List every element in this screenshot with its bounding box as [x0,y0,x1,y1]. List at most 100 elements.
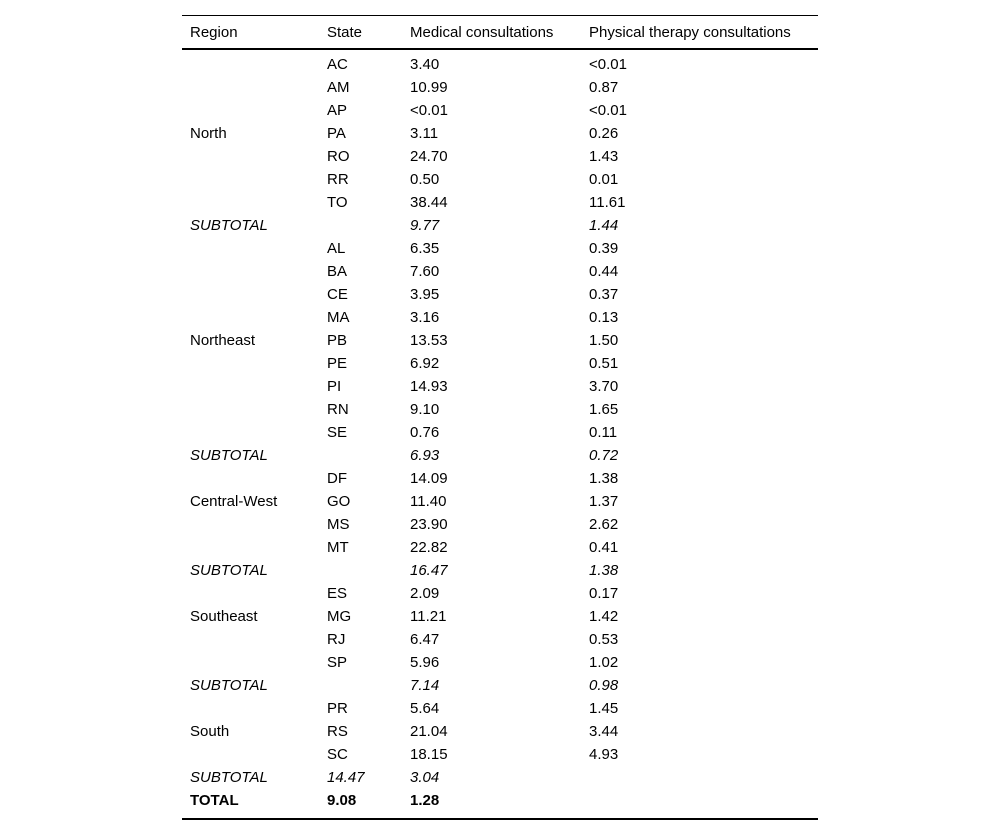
cell-region: SUBTOTAL [190,217,268,234]
total-row: TOTAL 9.08 1.28 [182,789,818,819]
cell-physical: 3.44 [589,723,619,740]
cell-physical: 0.53 [589,631,619,648]
cell-state: AC [327,56,348,73]
cell-state: AM [327,79,350,96]
cell-physical: 1.37 [589,493,619,510]
cell-state [319,214,402,237]
subtotal-row: SUBTOTAL 7.14 0.98 [182,674,818,697]
table-row: PR 5.64 1.45 [182,697,818,720]
cell-medical: 3.11 [410,125,439,142]
cell-region [182,168,319,191]
cell-medical: 5.96 [410,654,440,671]
cell-state: AL [327,240,346,257]
cell-medical: 24.70 [410,148,448,165]
cell-state: PE [327,355,348,372]
cell-region: Northeast [190,332,256,349]
header-row: Region State Medical consultations Physi… [182,15,818,50]
cell-physical: 0.39 [589,240,619,257]
cell-medical: 9.10 [410,401,440,418]
column-header-region: Region [182,15,319,50]
cell-region [182,421,319,444]
cell-physical: 3.70 [589,378,619,395]
cell-region [182,352,319,375]
cell-region [182,191,319,214]
cell-medical: 23.90 [410,516,448,533]
cell-state: AP [327,102,348,119]
cell-medical: 16.47 [410,562,448,579]
cell-physical: <0.01 [589,102,627,119]
cell-physical: 1.02 [589,654,619,671]
table-row: DF 14.09 1.38 [182,467,818,490]
table-row: AL 6.35 0.39 [182,237,818,260]
cell-region: Southeast [190,608,258,625]
cell-medical: 21.04 [410,723,448,740]
cell-state: RR [327,171,349,188]
cell-state: PB [327,332,348,349]
cell-medical: 0.50 [410,171,440,188]
cell-state: DF [327,470,347,487]
cell-region [182,467,319,490]
cell-region [182,513,319,536]
cell-region [182,375,319,398]
cell-region [182,743,319,766]
cell-region: South [190,723,230,740]
cell-physical: 0.98 [589,677,619,694]
cell-state: RJ [327,631,346,648]
cell-medical: 22.82 [410,539,448,556]
cell-region [182,237,319,260]
subtotal-row: SUBTOTAL 9.77 1.44 [182,214,818,237]
cell-physical: 0.17 [589,585,619,602]
cell-medical: 14.09 [410,470,448,487]
cell-state: SE [327,424,348,441]
cell-state: ES [327,585,348,602]
column-header-physical: Physical therapy consultations [581,15,818,50]
table-row: PI 14.93 3.70 [182,375,818,398]
cell-physical: 1.65 [589,401,619,418]
table-row: RO 24.70 1.43 [182,145,818,168]
cell-medical: 10.99 [410,79,448,96]
cell-region: SUBTOTAL [190,769,268,786]
cell-state: PR [327,700,348,717]
cell-physical: 0.13 [589,309,619,326]
cell-physical: 0.87 [589,79,619,96]
cell-state: SP [327,654,348,671]
cell-state: MT [327,539,349,556]
cell-physical: 1.43 [589,148,619,165]
cell-region [182,145,319,168]
cell-medical: 5.64 [410,700,440,717]
cell-state: MG [327,608,352,625]
cell-medical: 11.40 [410,493,447,510]
cell-physical: 11.61 [589,194,626,211]
table-row: ES 2.09 0.17 [182,582,818,605]
cell-physical: 0.01 [589,171,619,188]
cell-region [182,697,319,720]
column-header-state: State [319,15,402,50]
cell-medical: 3.04 [410,769,440,786]
table-row: Northeast PB 13.53 1.50 [182,329,818,352]
table-row: BA 7.60 0.44 [182,260,818,283]
cell-medical: 2.09 [410,585,440,602]
cell-region [182,306,319,329]
table-row: SC 18.15 4.93 [182,743,818,766]
cell-state: GO [327,493,351,510]
table-row: Southeast MG 11.21 1.42 [182,605,818,628]
cell-region [182,283,319,306]
cell-state: PA [327,125,346,142]
consultations-table: Region State Medical consultations Physi… [182,15,818,820]
cell-region: North [190,125,227,142]
cell-region [182,49,319,76]
cell-medical: 6.35 [410,240,440,257]
table-row: PE 6.92 0.51 [182,352,818,375]
table-body: AC 3.40 <0.01 AM 10.99 0.87 AP <0.01 <0.01 North P… [182,49,818,819]
cell-region [182,99,319,122]
table-row: Central-West GO 11.40 1.37 [182,490,818,513]
cell-medical: 3.16 [410,309,440,326]
cell-medical: 38.44 [410,194,448,211]
cell-region [182,651,319,674]
table-row: RR 0.50 0.01 [182,168,818,191]
cell-state: RO [327,148,350,165]
cell-region: Central-West [190,493,278,510]
cell-region [182,76,319,99]
table-row: SE 0.76 0.11 [182,421,818,444]
